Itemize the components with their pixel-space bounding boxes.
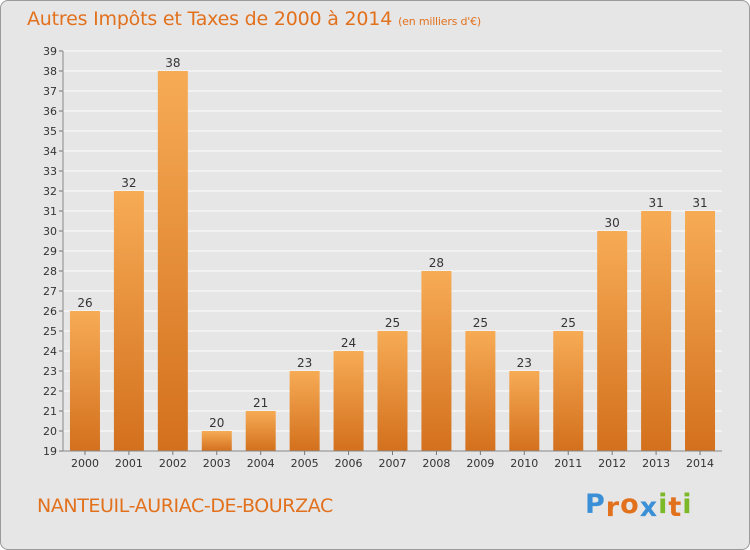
logo-letter: t	[668, 492, 683, 523]
commune-name: NANTEUIL-AURIAC-DE-BOURZAC	[37, 495, 333, 517]
axes: 19 20 21 22 23 24 25 26 27 28 29 30 31 32 33 34 35 36 37 38…	[43, 45, 722, 470]
logo-letter: P	[585, 489, 606, 520]
bar-value-label: 30	[605, 216, 620, 230]
x-tick-label: 2003	[203, 457, 231, 470]
y-tick-label: 31	[43, 205, 57, 218]
bar-value-label: 21	[253, 396, 268, 410]
bar	[333, 351, 364, 451]
bar-value-label: 25	[561, 316, 576, 330]
bar-value-label: 31	[648, 196, 663, 210]
bar	[69, 311, 100, 451]
logo-letter: o	[620, 489, 640, 520]
logo-letter: x	[639, 492, 659, 523]
bar	[113, 191, 144, 451]
bar-value-label: 23	[517, 356, 532, 370]
chart-title: Autres Impôts et Taxes de 2000 à 2014 (en…	[27, 8, 481, 30]
y-tick-label: 39	[43, 45, 57, 58]
bar	[465, 331, 496, 451]
bar-chart: 26 32 38 20 21 23 24 25 28 25 23 25 30 31 31 19 20 21 22 2…	[43, 45, 722, 470]
bar-value-label: 25	[473, 316, 488, 330]
y-tick-label: 23	[43, 365, 57, 378]
x-tick-label: 2005	[291, 457, 319, 470]
bar	[597, 231, 628, 451]
x-tick-label: 2009	[466, 457, 494, 470]
chart-unit: (en milliers d'€)	[398, 15, 481, 28]
x-tick-label: 2007	[379, 457, 407, 470]
y-tick-label: 21	[43, 405, 57, 418]
chart-title-text: Autres Impôts et Taxes de 2000 à 2014	[27, 8, 393, 30]
logo-letter: i	[658, 489, 669, 520]
bar	[685, 211, 716, 451]
y-tick-label: 27	[43, 285, 57, 298]
y-tick-label: 20	[43, 425, 57, 438]
proxiti-logo: Proxiti	[585, 489, 693, 523]
y-tick-label: 24	[43, 345, 57, 358]
x-tick-label: 2011	[554, 457, 582, 470]
bar-value-label: 23	[297, 356, 312, 370]
y-tick-label: 35	[43, 125, 57, 138]
y-tick-label: 22	[43, 385, 57, 398]
x-tick-label: 2014	[686, 457, 714, 470]
bar	[245, 411, 276, 451]
x-tick-label: 2002	[159, 457, 187, 470]
bar-value-label: 20	[209, 416, 224, 430]
bar-value-label: 24	[341, 336, 356, 350]
logo-letter: i	[682, 489, 693, 520]
y-tick-label: 32	[43, 185, 57, 198]
logo-letter: r	[605, 492, 621, 523]
x-tick-label: 2012	[598, 457, 626, 470]
y-tick-label: 36	[43, 105, 57, 118]
y-tick-label: 28	[43, 265, 57, 278]
x-tick-label: 2001	[115, 457, 143, 470]
bar	[157, 71, 188, 451]
y-tick-label: 33	[43, 165, 57, 178]
bar	[289, 371, 320, 451]
x-tick-label: 2008	[422, 457, 450, 470]
x-tick-label: 2000	[71, 457, 99, 470]
x-tick-label: 2006	[335, 457, 363, 470]
x-tick-label: 2013	[642, 457, 670, 470]
x-tick-label: 2004	[247, 457, 275, 470]
bars: 26 32 38 20 21 23 24 25 28 25 23 25 30 31 31	[69, 56, 716, 451]
y-tick-label: 30	[43, 225, 57, 238]
bar-value-label: 28	[429, 256, 444, 270]
y-tick-label: 34	[43, 145, 57, 158]
y-tick-label: 25	[43, 325, 57, 338]
bar	[421, 271, 452, 451]
bar	[641, 211, 672, 451]
bar-value-label: 32	[121, 176, 136, 190]
bar	[553, 331, 584, 451]
bar-value-label: 25	[385, 316, 400, 330]
bar-value-label: 26	[77, 296, 92, 310]
y-tick-label: 26	[43, 305, 57, 318]
bar-value-label: 38	[165, 56, 180, 70]
bar	[377, 331, 408, 451]
bar	[509, 371, 540, 451]
bar	[201, 431, 232, 451]
y-tick-label: 38	[43, 65, 57, 78]
y-tick-label: 19	[43, 445, 57, 458]
bar-value-label: 31	[692, 196, 707, 210]
y-tick-label: 37	[43, 85, 57, 98]
x-tick-label: 2010	[510, 457, 538, 470]
y-tick-label: 29	[43, 245, 57, 258]
